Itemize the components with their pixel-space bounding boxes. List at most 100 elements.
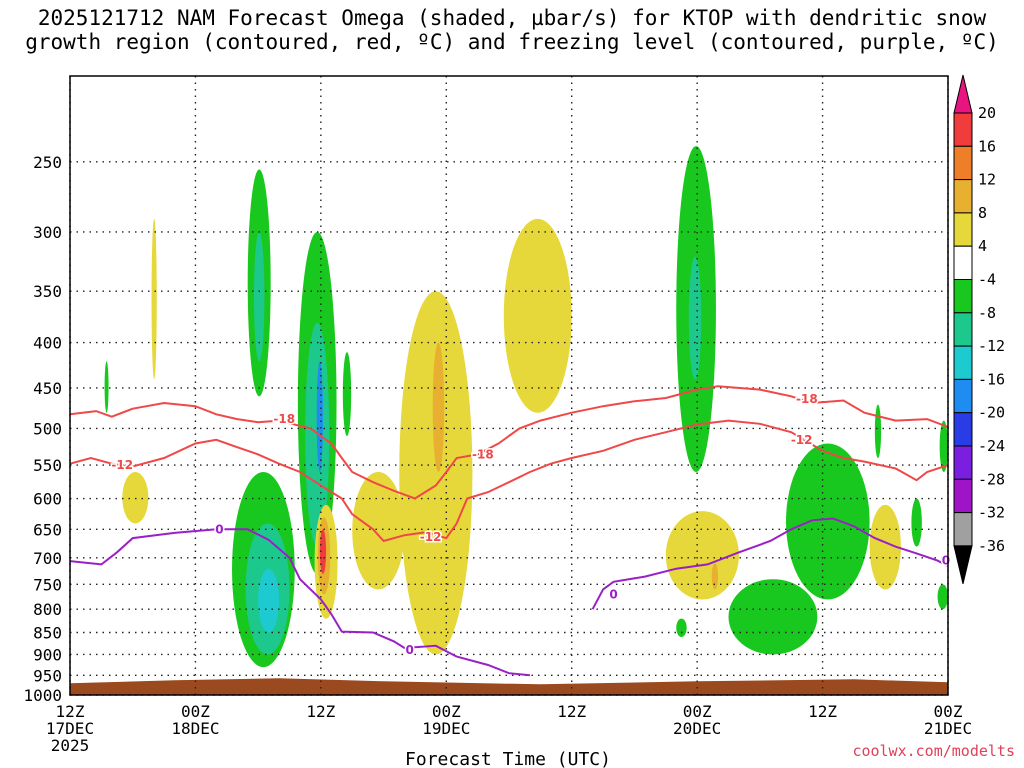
- y-tick-label: 350: [33, 282, 62, 301]
- x-tick-label: 12Z: [557, 702, 586, 721]
- minus12-isotherm-label: -12: [111, 458, 133, 472]
- omega-region: [342, 352, 352, 437]
- colorbar-swatch: [953, 478, 973, 514]
- minus12-isotherm-label: -12: [420, 530, 442, 544]
- ground-surface: [70, 678, 948, 695]
- omega-region: [151, 218, 157, 380]
- colorbar-swatch: [953, 445, 973, 480]
- freezing-level-line: [69, 528, 530, 677]
- omega-shading-layer: [70, 76, 948, 695]
- omega-region: [399, 291, 473, 655]
- x-tick-label: 19DEC: [422, 719, 470, 738]
- freezing-level-east-line: [591, 517, 949, 610]
- x-tick-label: 12Z: [56, 702, 85, 721]
- omega-region: [104, 361, 109, 413]
- credit-link[interactable]: coolwx.com/modelts: [852, 742, 1015, 760]
- colorbar-swatch: [953, 179, 973, 214]
- colorbar-label: 12: [978, 171, 996, 189]
- colorbar-label: -16: [978, 370, 1005, 388]
- omega-region: [728, 579, 818, 655]
- colorbar-label: -32: [978, 504, 1005, 522]
- omega-region: [711, 563, 719, 590]
- y-tick-label: 700: [33, 549, 62, 568]
- colorbar-top-arrow: [953, 74, 973, 114]
- colorbar-swatch: [953, 512, 973, 547]
- colorbar-label: -24: [978, 437, 1005, 455]
- colorbar-label: -36: [978, 537, 1005, 555]
- minus12-isotherm-label: -12: [791, 433, 813, 447]
- x-axis-label: Forecast Time (UTC): [405, 749, 611, 768]
- freezing-level-label: 0: [406, 643, 414, 657]
- omega-region: [432, 342, 445, 472]
- omega-region: [911, 498, 922, 547]
- omega-region: [937, 584, 948, 610]
- colorbar-label: -12: [978, 337, 1005, 355]
- minus18-isotherm-line: [69, 385, 949, 500]
- colorbar-label: -8: [978, 304, 996, 322]
- omega-region: [122, 471, 149, 524]
- omega-region: [258, 568, 280, 633]
- colorbar-label: -4: [978, 271, 996, 289]
- omega-region: [316, 361, 323, 472]
- colorbar-label: 20: [978, 104, 996, 122]
- plot-frame: [69, 75, 949, 696]
- contour-layer: -18 -18 -18 -12 -12 -12 0 0 0 0: [69, 385, 952, 677]
- x-tick-label: 20DEC: [673, 719, 721, 738]
- x-tick-label: 18DEC: [171, 719, 219, 738]
- axes: 250 300 350 400 450 500 550 600 650 700 750 800 850 9…: [23, 75, 972, 755]
- colorbar-bottom-arrow: [953, 545, 973, 585]
- colorbar-swatch: [953, 412, 973, 447]
- colorbar-swatch: [953, 345, 973, 380]
- omega-region: [869, 504, 901, 590]
- omega-region: [665, 511, 739, 600]
- y-tick-label: 900: [33, 645, 62, 664]
- colorbar-swatch: [953, 245, 973, 280]
- x-tick-label: 12Z: [808, 702, 837, 721]
- colorbar-label: 8: [978, 204, 987, 222]
- x-tick-label: 12Z: [306, 702, 335, 721]
- x-tick-label: 00Z: [934, 702, 963, 721]
- plot-area: [70, 76, 948, 695]
- colorbar-label: 4: [978, 237, 987, 255]
- omega-region: [352, 471, 405, 590]
- y-tick-label: 600: [33, 490, 62, 509]
- freezing-level-east-label: 0: [609, 587, 617, 601]
- omega-region: [676, 618, 687, 637]
- colorbar-swatch: [953, 279, 973, 314]
- minus18-isotherm-label: -18: [796, 392, 818, 406]
- y-tick-label: 850: [33, 623, 62, 642]
- y-tick-label: 300: [33, 223, 62, 242]
- minus12-isotherm-line: [69, 419, 949, 543]
- colorbar-label: -28: [978, 470, 1005, 488]
- colorbar-label: 16: [978, 137, 996, 155]
- colorbar-swatch: [953, 145, 973, 181]
- y-tick-label: 750: [33, 575, 62, 594]
- freezing-level-east-label: 0: [942, 554, 950, 568]
- minus18-isotherm-label: -18: [273, 412, 295, 426]
- x-tick-label: 00Z: [181, 702, 210, 721]
- y-tick-label: 400: [33, 334, 62, 353]
- colorbar-swatch: [953, 378, 973, 414]
- colorbar-swatch: [953, 312, 973, 347]
- omega-region: [785, 443, 870, 600]
- ground-layer: [70, 678, 948, 695]
- freezing-level-label: 0: [215, 522, 223, 536]
- minus18-isotherm-label: -18: [472, 447, 494, 461]
- omega-region: [503, 218, 572, 413]
- omega-region: [319, 529, 327, 574]
- x-tick-label: 2025: [51, 736, 90, 755]
- colorbar: 20 16 12 8 4 -4 -8 -12 -16 -20 -24 -28 -32 -36: [953, 74, 1005, 585]
- y-tick-label: 250: [33, 153, 62, 172]
- y-tick-label: 1000: [23, 686, 62, 705]
- colorbar-swatch: [953, 212, 973, 247]
- y-tick-label: 650: [33, 520, 62, 539]
- colorbar-swatch: [953, 112, 973, 147]
- x-tick-label: 00Z: [683, 702, 712, 721]
- chart-title-line-1: 2025121712 NAM Forecast Omega (shaded, µ…: [37, 6, 987, 30]
- omega-region: [874, 404, 882, 459]
- omega-region: [253, 231, 265, 362]
- x-tick-label: 17DEC: [46, 719, 94, 738]
- x-tick-label: 00Z: [432, 702, 461, 721]
- y-tick-label: 450: [33, 379, 62, 398]
